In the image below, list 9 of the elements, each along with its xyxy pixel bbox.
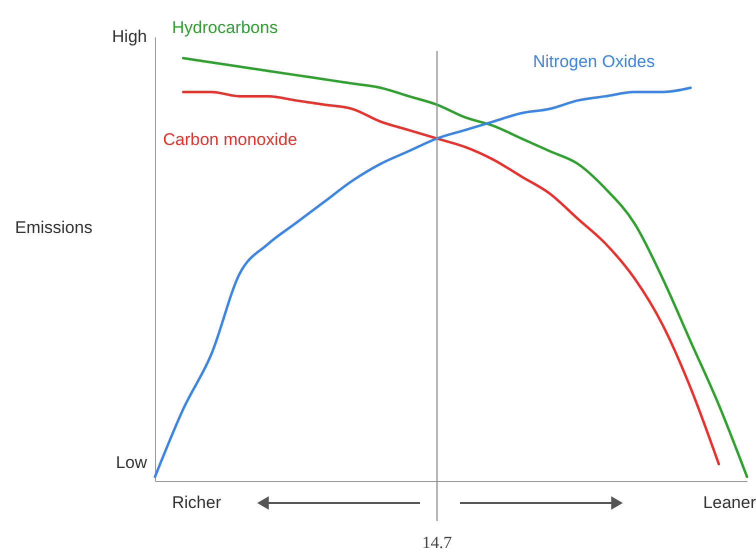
text: Low <box>116 453 148 472</box>
text: High <box>112 27 147 46</box>
text: 14.7 <box>422 533 452 552</box>
y-axis-title: Emissions <box>15 218 92 237</box>
series-label: Hydrocarbons <box>172 18 278 37</box>
text: Leaner <box>703 493 756 512</box>
series-label: Nitrogen Oxides <box>533 52 655 71</box>
series-label: Carbon monoxide <box>163 130 298 149</box>
text: Richer <box>172 493 222 512</box>
